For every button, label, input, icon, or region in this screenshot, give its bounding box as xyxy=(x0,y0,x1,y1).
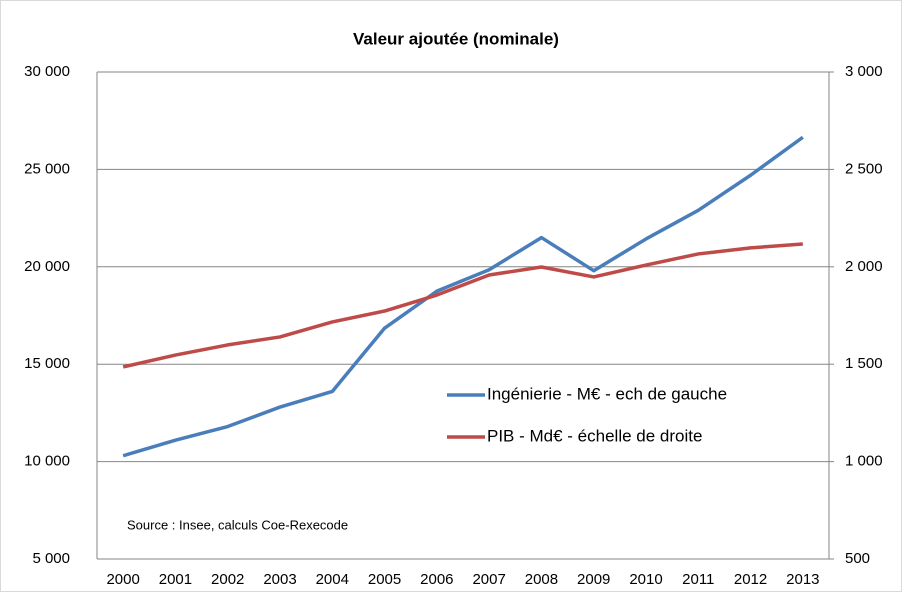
y2-tick-label: 2 000 xyxy=(845,258,883,275)
annotation: Source : Insee, calculs Coe-Rexecode xyxy=(127,517,348,532)
y-tick-label: 15 000 xyxy=(24,355,70,372)
legend-label: PIB - Md€ - échelle de droite xyxy=(487,426,702,445)
y2-tick-label: 500 xyxy=(845,550,870,567)
series-line xyxy=(122,242,803,369)
x-tick-label: 2000 xyxy=(106,571,139,588)
y2-tick-label: 1 000 xyxy=(845,453,883,470)
x-tick-label: 2006 xyxy=(420,571,453,588)
y2-tick-label: 3 000 xyxy=(845,63,883,80)
y2-tick-label: 2 500 xyxy=(845,160,883,177)
y-tick-label: 20 000 xyxy=(24,258,70,275)
y-tick-label: 10 000 xyxy=(24,453,70,470)
legend-label: Ingénierie - M€ - ech de gauche xyxy=(487,384,727,403)
x-tick-label: 2011 xyxy=(682,571,714,588)
x-tick-label: 2012 xyxy=(734,571,767,588)
x-tick-label: 2009 xyxy=(577,571,610,588)
x-tick-label: 2001 xyxy=(159,571,192,588)
x-tick-label: 2004 xyxy=(316,571,349,588)
x-tick-label: 2010 xyxy=(629,571,662,588)
y-tick-label: 25 000 xyxy=(24,160,70,177)
x-tick-label: 2002 xyxy=(211,571,244,588)
y-tick-label: 5 000 xyxy=(32,550,70,567)
y2-tick-label: 1 500 xyxy=(845,355,883,372)
x-tick-label: 2005 xyxy=(368,571,401,588)
y-tick-label: 30 000 xyxy=(24,63,70,80)
x-tick-label: 2003 xyxy=(263,571,296,588)
series-line xyxy=(122,135,804,458)
x-tick-label: 2007 xyxy=(472,571,505,588)
x-tick-label: 2008 xyxy=(525,571,558,588)
chart-title: Valeur ajoutée (nominale) xyxy=(353,29,559,48)
x-tick-label: 2013 xyxy=(786,571,819,588)
